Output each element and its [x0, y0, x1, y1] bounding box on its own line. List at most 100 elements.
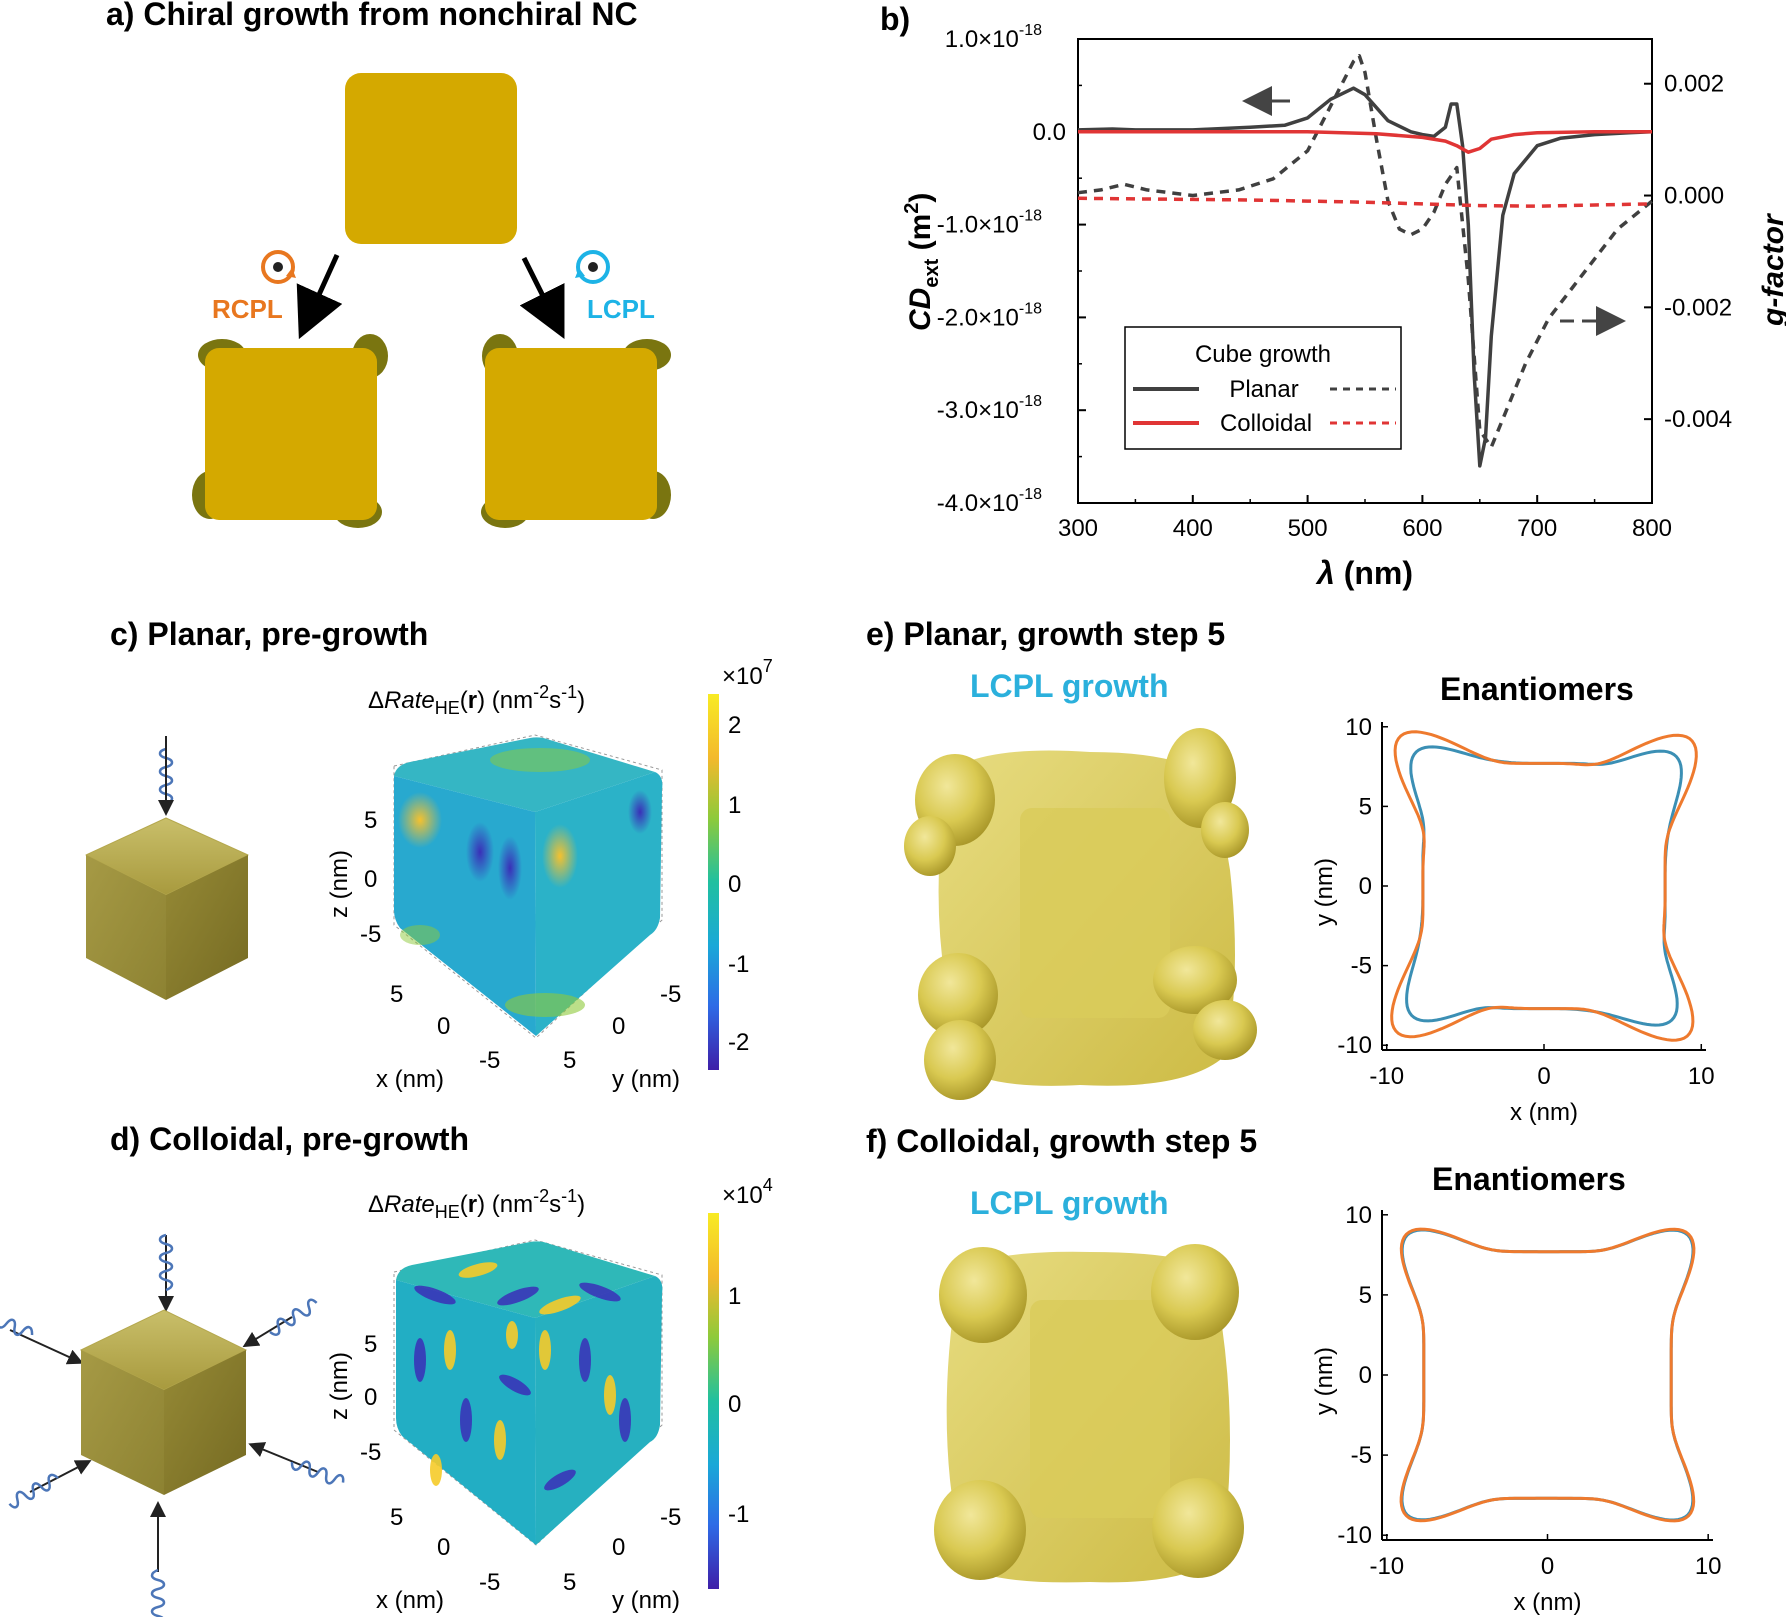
panel-c-title: c) Planar, pre-growth	[110, 616, 428, 652]
z-tick-d-0: 5	[364, 1331, 377, 1358]
y-right-axis-label: g-factor	[1757, 212, 1786, 327]
enantiomers-plot-f: -10 0 10 10 5 0 -5 -10 x (nm) y (nm)	[1311, 1202, 1722, 1616]
legend-title: Cube growth	[1195, 341, 1331, 368]
y-left-tick-label-4: -3.0×10-18	[937, 393, 1042, 424]
planar-cube-illustration	[85, 736, 249, 1000]
lcpl-icon	[575, 250, 610, 284]
x-tick-label-0: -10	[1369, 1553, 1404, 1580]
y-tick-c-1: 0	[612, 1013, 625, 1040]
panel-b-title: b)	[880, 1, 910, 37]
legend-colloidal-label: Colloidal	[1220, 410, 1312, 437]
grown-particle-f	[934, 1244, 1244, 1583]
y-tick-label-4: -10	[1337, 1032, 1372, 1059]
y-right-tick-label-1: 0.000	[1664, 183, 1724, 210]
x-tick-label-4: 700	[1517, 515, 1557, 542]
growth-label-f: LCPL growth	[970, 1185, 1169, 1221]
y-tick-d-2: 5	[563, 1569, 576, 1596]
panel-f: f) Colloidal, growth step 5 LCPL growth …	[866, 1123, 1722, 1616]
y-tick-label-4: -10	[1337, 1522, 1372, 1549]
y-tick-label-3: -5	[1351, 953, 1372, 980]
x-tick-c-1: 0	[437, 1013, 450, 1040]
panel-a: a) Chiral growth from nonchiral NC RCPL …	[106, 0, 671, 528]
y-tick-label-1: 5	[1359, 793, 1372, 820]
panel-e-title: e) Planar, growth step 5	[866, 616, 1225, 652]
z-tick-d-1: 0	[364, 1384, 377, 1411]
series-colloidal-solid-left	[1078, 130, 1652, 154]
y-left-tick-label-5: -4.0×10-18	[937, 486, 1042, 517]
x-tick-d-1: 0	[437, 1534, 450, 1561]
x-axis-label: x (nm)	[1510, 1099, 1578, 1126]
legend: Cube growth Planar Colloidal	[1124, 326, 1402, 450]
enantiomer-contour-1	[1405, 745, 1683, 1027]
panel-d-title: d) Colloidal, pre-growth	[110, 1121, 469, 1157]
y-tick-label-0: 10	[1345, 1202, 1372, 1229]
lcpl-label: LCPL	[587, 294, 655, 324]
x-tick-label-1: 400	[1173, 515, 1213, 542]
series-colloidal-dashed-right	[1077, 196, 1653, 208]
y-tick-label-1: 5	[1359, 1282, 1372, 1309]
enantiomers-title-e: Enantiomers	[1440, 671, 1634, 707]
cd-chart: 300 400 500 600 700 800 1.0×10-18 0.0 -1.0×10-18…	[901, 22, 1786, 591]
x-axis-label-c: x (nm)	[376, 1066, 444, 1093]
y-tick-c-2: 5	[563, 1047, 576, 1074]
colorbar-d	[708, 1213, 719, 1589]
panel-f-title: f) Colloidal, growth step 5	[866, 1123, 1257, 1159]
colorbar-scale-d: ×104	[722, 1175, 773, 1209]
y-tick-c-0: -5	[660, 981, 681, 1008]
x-axis-label-d: x (nm)	[376, 1587, 444, 1614]
x-tick-label-1: 0	[1537, 1063, 1550, 1090]
y-left-tick-label-0: 1.0×10-18	[945, 22, 1042, 53]
x-tick-label-3: 600	[1402, 515, 1442, 542]
x-tick-label-2: 500	[1288, 515, 1328, 542]
seed-nanocube	[345, 73, 517, 244]
lcpl-arrow	[519, 256, 565, 339]
y-tick-d-0: -5	[660, 1504, 681, 1531]
z-tick-c-1: 0	[364, 866, 377, 893]
colorbar-tick-c-3: -1	[728, 951, 749, 978]
colorbar-tick-c-1: 1	[728, 792, 741, 819]
y-tick-label-3: -5	[1351, 1442, 1372, 1469]
x-tick-label-2: 10	[1688, 1063, 1715, 1090]
heatmap-cube-c	[393, 734, 663, 1039]
y-left-axis-label: CDext (m2)	[901, 193, 943, 331]
z-tick-d-2: -5	[360, 1439, 381, 1466]
y-tick-label-2: 0	[1359, 873, 1372, 900]
panel-e: e) Planar, growth step 5 LCPL growth Ena…	[866, 616, 1715, 1126]
x-tick-c-0: 5	[390, 981, 403, 1008]
x-axis-label: λ (nm)	[1315, 555, 1413, 591]
colorbar-tick-d-1: 0	[728, 1391, 741, 1418]
grown-particle-e	[904, 728, 1257, 1100]
x-tick-label-5: 800	[1632, 515, 1672, 542]
rcpl-icon	[261, 250, 296, 284]
y-axis-label: y (nm)	[1311, 858, 1338, 926]
z-tick-c-0: 5	[364, 807, 377, 834]
y-right-tick-label-2: -0.002	[1664, 294, 1732, 321]
rcpl-label: RCPL	[212, 294, 283, 324]
z-axis-label-c: z (nm)	[326, 850, 353, 918]
y-tick-d-1: 0	[612, 1534, 625, 1561]
lcpl-grown-cube	[481, 334, 671, 528]
colorbar-tick-c-2: 0	[728, 871, 741, 898]
rcpl-arrow	[296, 253, 343, 340]
panel-a-title: a) Chiral growth from nonchiral NC	[106, 0, 638, 32]
y-right-tick-label-0: 0.002	[1664, 71, 1724, 98]
colorbar-scale-c: ×107	[722, 656, 773, 690]
x-tick-label-2: 10	[1695, 1553, 1722, 1580]
heatmap-cube-d	[393, 1239, 663, 1546]
x-tick-label-1: 0	[1541, 1553, 1554, 1580]
colorbar-c	[708, 694, 719, 1070]
x-tick-label-0: -10	[1369, 1063, 1404, 1090]
x-tick-d-2: -5	[479, 1569, 500, 1596]
panel-c: c) Planar, pre-growth ΔRateHE(r) (nm-2s-…	[85, 616, 773, 1093]
colorbar-tick-d-2: -1	[728, 1501, 749, 1528]
y-right-tick-label-3: -0.004	[1664, 406, 1732, 433]
colorbar-tick-d-0: 1	[728, 1283, 741, 1310]
y-left-tick-label-2: -1.0×10-18	[937, 208, 1042, 239]
z-axis-label-d: z (nm)	[326, 1352, 353, 1420]
enantiomer-contour-2	[1399, 1227, 1696, 1523]
panel-d: d) Colloidal, pre-growth ΔRateHE(r) (nm-…	[0, 1121, 773, 1617]
panel-b: b) 300 400 500 600 700 800 1.0×10-18 0.0 -1.0×10…	[880, 1, 1786, 591]
enantiomer-contour-1	[1400, 1228, 1695, 1522]
x-tick-label-0: 300	[1058, 515, 1098, 542]
y-left-tick-label-3: -2.0×10-18	[937, 300, 1042, 331]
